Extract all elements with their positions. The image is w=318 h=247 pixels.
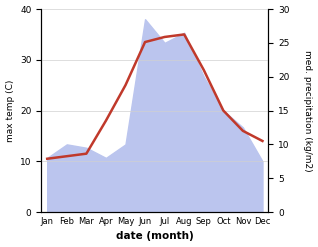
Y-axis label: max temp (C): max temp (C) [5, 79, 15, 142]
X-axis label: date (month): date (month) [116, 231, 194, 242]
Y-axis label: med. precipitation (kg/m2): med. precipitation (kg/m2) [303, 50, 313, 171]
